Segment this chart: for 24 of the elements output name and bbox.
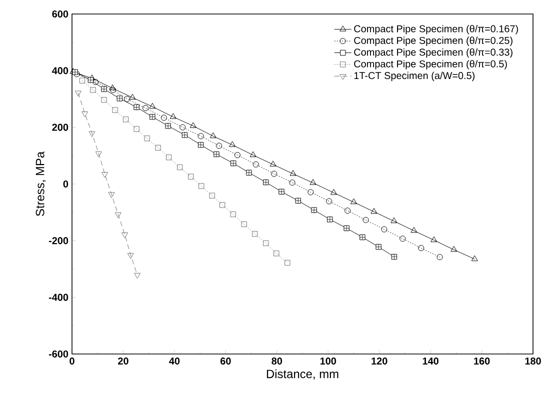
y-axis-title: Stress, MPa xyxy=(36,151,46,216)
y-tick-label: -200 xyxy=(48,237,68,244)
x-tick-label: 180 xyxy=(525,358,541,365)
x-tick-label: 120 xyxy=(372,358,388,365)
x-tick-label: 60 xyxy=(220,358,231,365)
legend-label: 1T-CT Specimen (a/W=0.5) xyxy=(354,72,475,82)
y-tick-label: 200 xyxy=(52,124,68,131)
x-tick-label: 140 xyxy=(422,358,438,365)
legend-label: Compact Pipe Specimen (θ/π=0.5) xyxy=(354,60,507,70)
x-tick-label: 100 xyxy=(320,358,336,365)
legend-label: Compact Pipe Specimen (θ/π=0.167) xyxy=(354,24,518,34)
y-tick-label: 600 xyxy=(52,10,68,18)
y-tick-label: 0 xyxy=(63,180,68,188)
y-tick-label: -600 xyxy=(48,350,68,358)
x-tick-label: 0 xyxy=(70,358,74,365)
legend-label: Compact Pipe Specimen (θ/π=0.25) xyxy=(354,36,512,46)
x-tick-label: 160 xyxy=(474,358,490,365)
legend-label: Compact Pipe Specimen (θ/π=0.33) xyxy=(354,48,512,58)
y-tick-label: 400 xyxy=(52,67,68,74)
x-axis-title: Distance, mm xyxy=(266,369,338,380)
y-tick-label: -400 xyxy=(48,294,68,301)
x-tick-label: 80 xyxy=(272,358,282,365)
x-tick-label: 40 xyxy=(169,358,180,365)
x-tick-label: 20 xyxy=(118,358,128,365)
